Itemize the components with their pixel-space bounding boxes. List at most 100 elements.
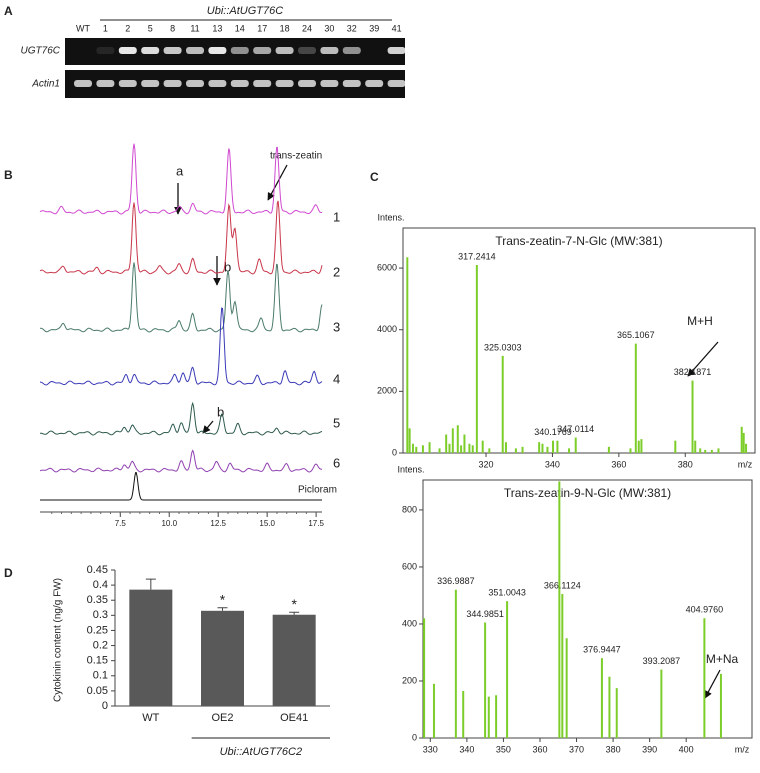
band: [186, 47, 204, 54]
bar: [201, 610, 244, 706]
lane-label: 24: [302, 23, 312, 33]
lane-label: 18: [280, 23, 290, 33]
lane-label: 8: [170, 23, 175, 33]
band: [141, 47, 160, 54]
trace: [39, 200, 323, 275]
band: [208, 47, 227, 54]
plot-frame: [402, 227, 756, 454]
group-label: Ubi::AtUGT76C2: [220, 746, 303, 758]
y-tick-label: 0.1: [93, 670, 108, 682]
row-label: Actin1: [31, 79, 60, 90]
lane-label: 39: [369, 23, 379, 33]
peak-label: 347.0114: [557, 424, 594, 434]
x-tick-label: 330: [423, 744, 438, 754]
band: [163, 47, 182, 54]
x-tick-label: 320: [479, 459, 494, 469]
error-bar: [217, 607, 228, 611]
y-tick-label: 0.45: [87, 564, 108, 576]
y-tick-label: 0: [412, 732, 417, 742]
trace: [39, 307, 323, 386]
y-tick-label: 0.3: [93, 609, 108, 621]
y-tick-label: 0.35: [87, 594, 108, 606]
peak-label: 336.9887: [437, 576, 475, 586]
x-tick-label: 400: [679, 744, 694, 754]
band: [208, 80, 227, 87]
peak-label: 344.9851: [466, 609, 504, 619]
lane-label: WT: [76, 23, 90, 33]
trace: [39, 262, 323, 333]
band: [118, 80, 137, 87]
band: [118, 47, 137, 54]
arrow: [704, 669, 721, 699]
chart-title: Trans-zeatin-7-N-Glc (MW:381): [495, 234, 662, 248]
x-tick-label: 350: [496, 744, 511, 754]
y-axis-label: Cytokinin content (ng/g FW): [53, 578, 64, 702]
x-tick-label: 340: [459, 744, 474, 754]
trace-label: 1: [333, 209, 340, 224]
panel-label: C: [370, 170, 379, 184]
x-axis-label: m/z: [738, 459, 753, 469]
trace-label: 4: [333, 371, 340, 386]
band: [320, 47, 339, 54]
significance: *: [291, 596, 297, 612]
error-bar: [289, 611, 300, 615]
x-tick-label: 390: [642, 744, 657, 754]
lane-label: 1: [103, 23, 108, 33]
y-tick-label: 2000: [377, 386, 397, 396]
trace-label: 5: [333, 415, 340, 430]
annotation: b: [224, 259, 231, 274]
x-tick-label: 360: [532, 744, 547, 754]
lane-label: 32: [347, 23, 357, 33]
band: [275, 47, 294, 54]
band: [74, 80, 92, 87]
x-tick-label: 370: [569, 744, 584, 754]
band: [141, 80, 160, 87]
band: [275, 80, 294, 87]
trace-label: 6: [333, 455, 340, 470]
x-tick-label: 17.5: [308, 519, 324, 528]
bar: [129, 589, 173, 706]
x-tick-label: 7.5: [115, 519, 127, 528]
trace: [40, 401, 323, 436]
peak-label: 317.2414: [458, 251, 496, 261]
lane-label: 13: [212, 23, 222, 33]
trace-label: 2: [333, 264, 340, 279]
arrow: [202, 420, 214, 434]
x-axis-label: m/z: [735, 744, 750, 754]
band: [186, 80, 204, 87]
y-tick-label: 600: [402, 561, 417, 571]
peak-label: 366.1124: [544, 580, 581, 590]
lane-label: 5: [148, 23, 153, 33]
trace: [40, 472, 322, 501]
annotation: b: [217, 404, 224, 419]
y-tick-label: 0.25: [87, 624, 108, 636]
peak-label: 365.1067: [617, 330, 655, 340]
band: [387, 80, 406, 87]
panel-label: B: [4, 168, 13, 182]
annotation: M+Na: [706, 652, 739, 666]
x-tick-label: 340: [545, 459, 560, 469]
x-tick-label: 380: [678, 459, 693, 469]
chart-title: Trans-zeatin-9-N-Glc (MW:381): [504, 486, 671, 500]
band: [387, 47, 406, 54]
x-tick-label: WT: [142, 712, 159, 724]
band: [298, 80, 316, 87]
peak-label: 393.2087: [643, 656, 681, 666]
lane-label: 2: [125, 23, 130, 33]
y-tick-label: 0.2: [93, 639, 108, 651]
y-axis-label: Intens.: [397, 464, 424, 474]
band: [230, 80, 249, 87]
significance: *: [220, 591, 226, 607]
row-label: UGT76C: [21, 46, 61, 57]
y-tick-label: 0.05: [87, 685, 108, 697]
x-tick-label: OE41: [280, 712, 308, 724]
y-tick-label: 200: [402, 675, 417, 685]
band: [298, 47, 316, 54]
y-tick-label: 4000: [377, 324, 397, 334]
trace-label: 3: [333, 319, 340, 334]
annotation: a: [176, 163, 184, 178]
y-tick-label: 800: [402, 504, 417, 514]
y-tick-label: 6000: [377, 262, 397, 272]
gel-title: Ubi::AtUGT76C: [207, 5, 283, 17]
annotation: M+H: [687, 314, 713, 328]
